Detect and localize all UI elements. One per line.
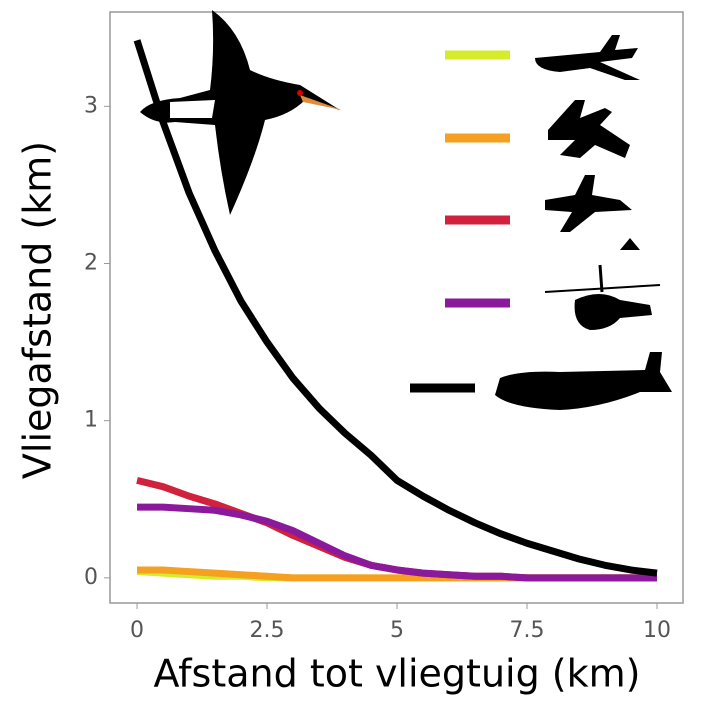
x-tick-label: 5: [390, 618, 404, 643]
x-tick-label: 0: [130, 618, 144, 643]
x-tick-label: 2.5: [250, 618, 285, 643]
x-tick-label: 10: [643, 618, 671, 643]
x-tick-label: 7.5: [510, 618, 545, 643]
y-tick-label: 3: [84, 93, 98, 118]
x-axis-title: Afstand tot vliegtuig (km): [154, 652, 641, 696]
y-tick-label: 0: [84, 565, 98, 590]
chart: Afstand tot vliegtuig (km) Vliegafstand …: [0, 0, 728, 703]
y-tick-label: 1: [84, 408, 98, 433]
y-axis-title: Vliegafstand (km): [16, 141, 60, 479]
y-tick-label: 2: [84, 250, 98, 275]
